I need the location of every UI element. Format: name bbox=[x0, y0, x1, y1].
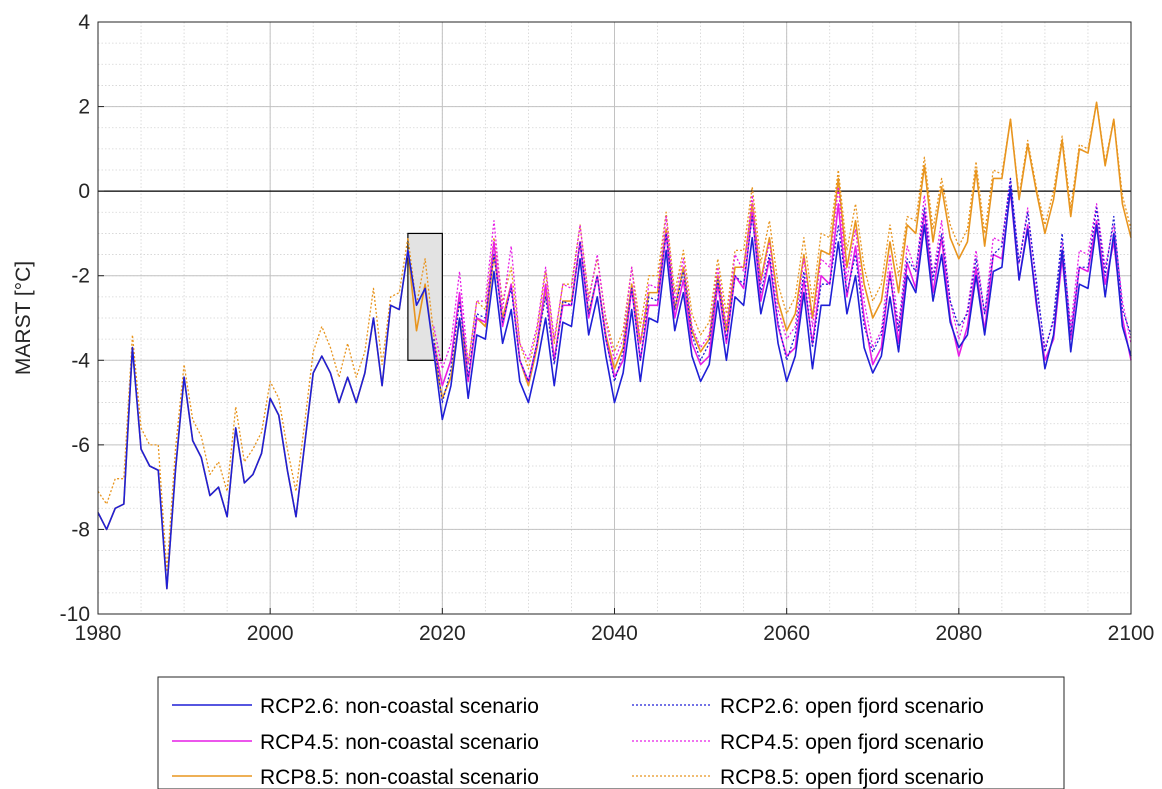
y-tick-label: 4 bbox=[78, 11, 90, 34]
legend-label: RCP8.5: open fjord scenario bbox=[720, 766, 984, 789]
series-layer bbox=[97, 101, 1132, 590]
y-axis-label: MARST [°C] bbox=[12, 261, 35, 375]
legend-label: RCP2.6: non-coastal scenario bbox=[260, 695, 539, 718]
series-line-rcp2-6-non-coastal-scenario bbox=[432, 186, 1132, 421]
x-tick-label: 1980 bbox=[75, 622, 122, 645]
legend: RCP2.6: non-coastal scenario RCP2.6: open… bbox=[157, 676, 1065, 789]
y-tick-label: -4 bbox=[71, 349, 90, 372]
y-tick-label: -10 bbox=[60, 603, 90, 626]
series-line-hist-rcp2-6-non-coastal-scenario bbox=[97, 249, 435, 590]
y-tick-label: 0 bbox=[78, 180, 90, 203]
y-tick-label: -6 bbox=[71, 434, 90, 457]
y-tick-label: 2 bbox=[78, 96, 90, 119]
y-axis: -10 -8 -6 -4 -2 0 2 4 bbox=[60, 11, 104, 626]
series-line-rcp2-6-open-fjord-scenario bbox=[433, 177, 1132, 404]
x-tick-label: 2080 bbox=[935, 622, 982, 645]
x-axis: 1980 2000 2020 2040 2060 2080 2100 bbox=[75, 608, 1155, 645]
x-tick-label: 2020 bbox=[419, 622, 466, 645]
x-tick-label: 2040 bbox=[591, 622, 638, 645]
legend-label: RCP4.5: non-coastal scenario bbox=[260, 731, 539, 754]
legend-label: RCP8.5: non-coastal scenario bbox=[260, 766, 539, 789]
x-tick-label: 2000 bbox=[247, 622, 294, 645]
legend-box bbox=[157, 676, 1065, 789]
legend-label: RCP2.6: open fjord scenario bbox=[720, 695, 984, 718]
x-tick-label: 2060 bbox=[763, 622, 810, 645]
series-line-rcp4-5-open-fjord-scenario bbox=[433, 177, 1132, 370]
y-tick-label: -2 bbox=[71, 265, 90, 288]
x-tick-label: 2100 bbox=[1108, 622, 1155, 645]
y-tick-label: -8 bbox=[71, 518, 90, 541]
legend-label: RCP4.5: open fjord scenario bbox=[720, 731, 984, 754]
